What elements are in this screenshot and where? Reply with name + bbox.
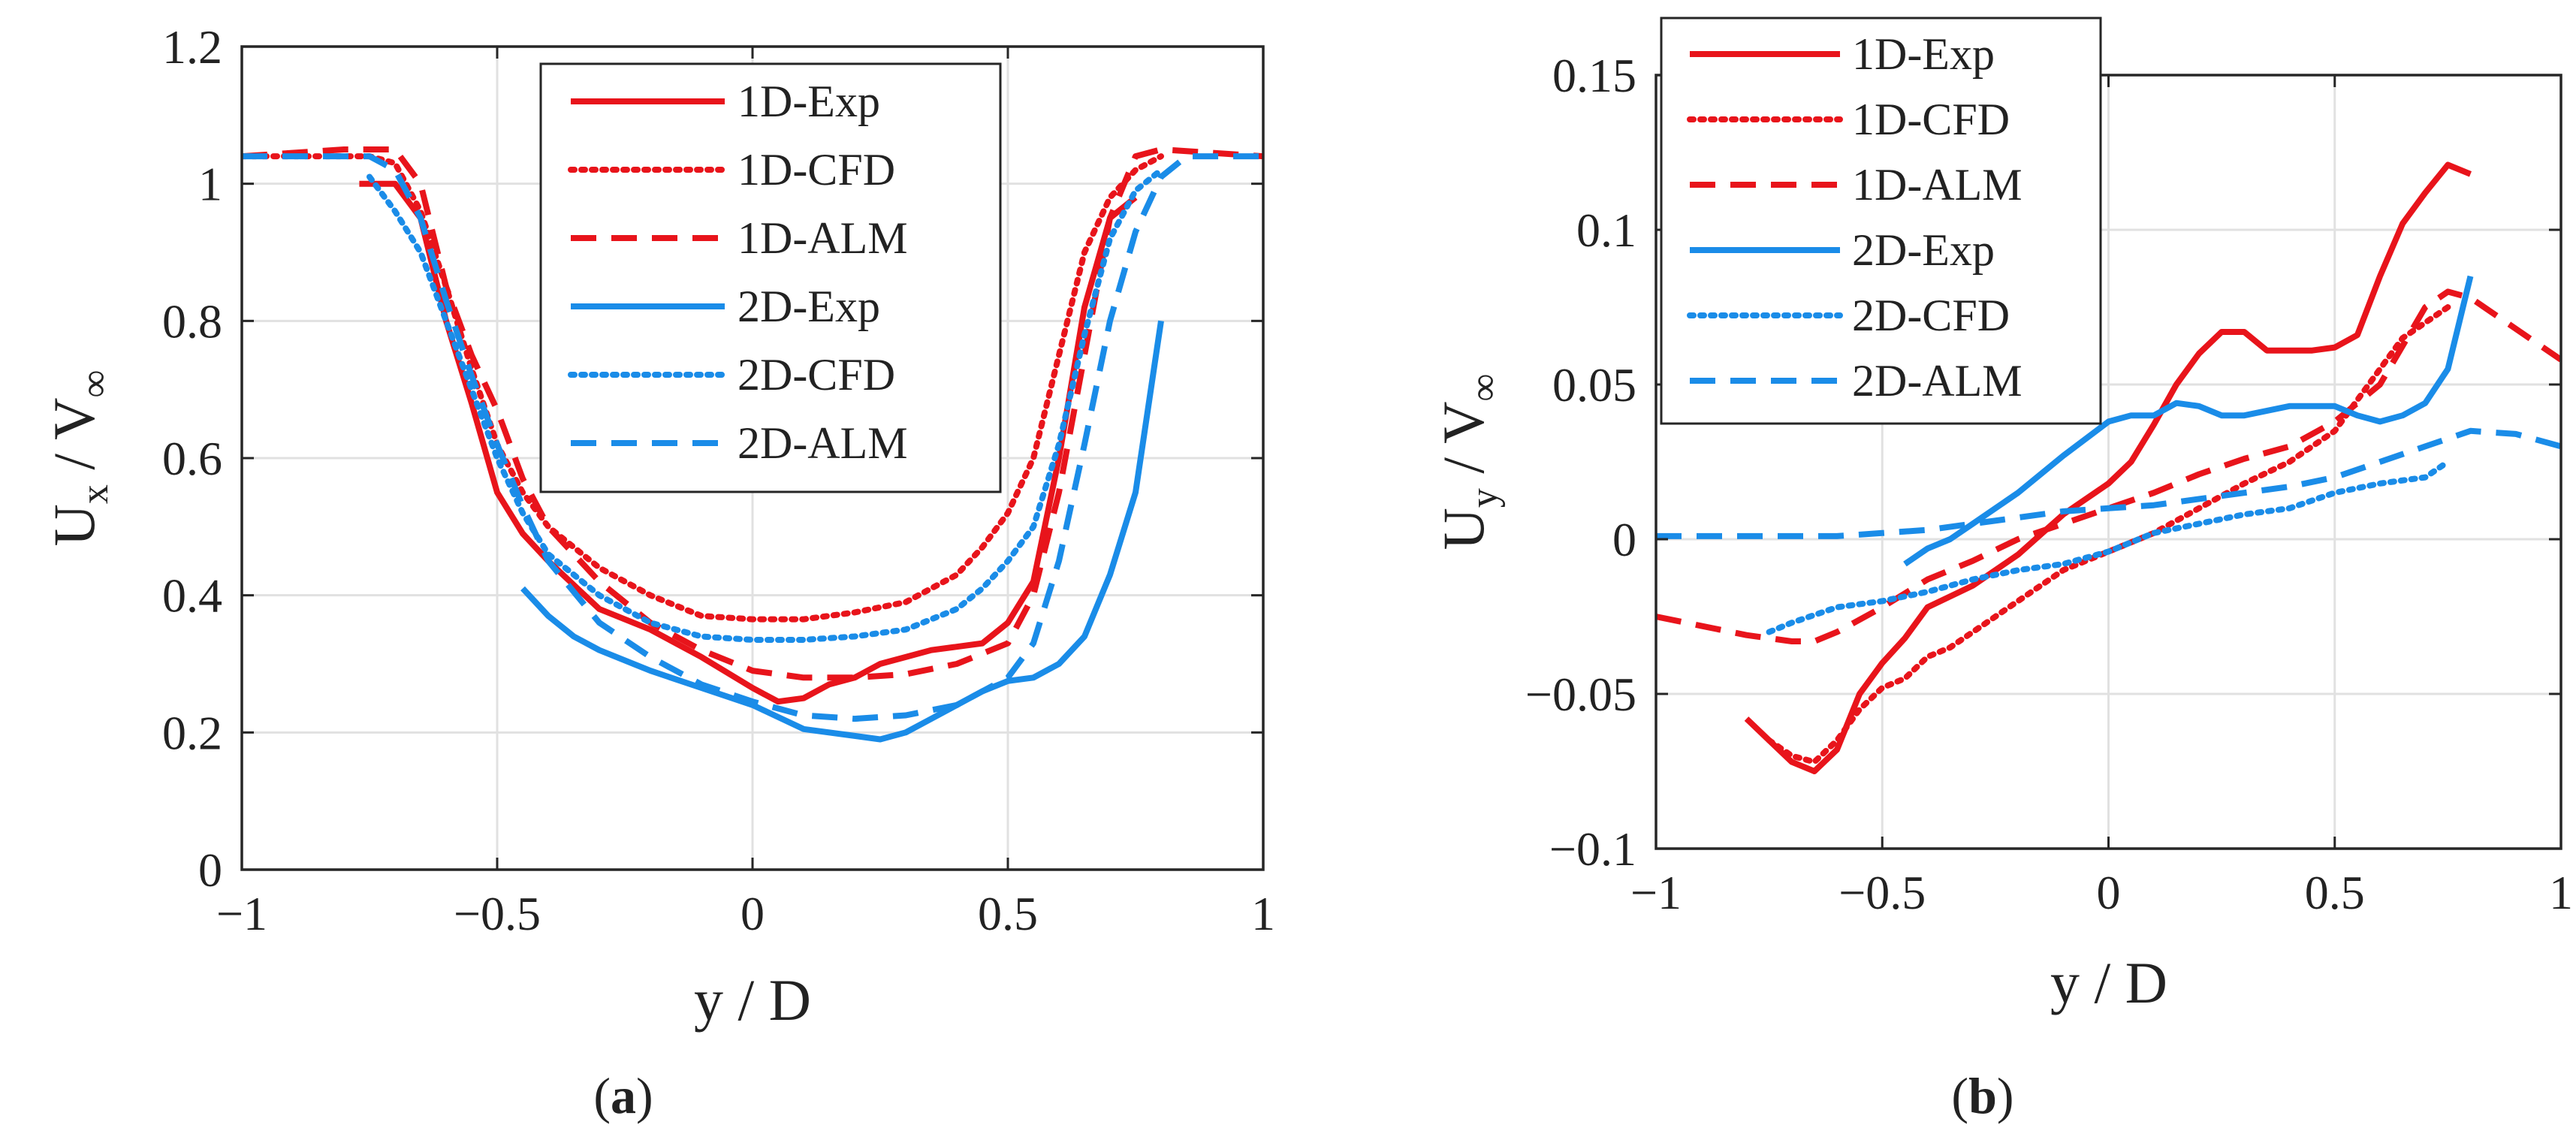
panel-b-xtick-label: −0.5 xyxy=(1838,866,1926,919)
panel-b-ytick-label: 0.15 xyxy=(1552,49,1636,102)
panel-a-xtick-label: 0 xyxy=(741,887,765,940)
panel-b-series-2d-alm xyxy=(1656,427,2561,539)
panel-b-series-1d-exp xyxy=(1744,161,2472,774)
panel-b-legend-label: 1D-CFD xyxy=(1852,95,2010,144)
panel-a-series-1d-cfd xyxy=(242,153,1164,623)
panel-b-legend-label: 2D-CFD xyxy=(1852,291,2010,340)
panel-b-legend-label: 2D-ALM xyxy=(1852,356,2022,406)
panel-a-ytick-label: 0 xyxy=(198,843,222,897)
panel-a-series-2d-exp xyxy=(520,320,1164,743)
panel-b-xtick-label: −1 xyxy=(1630,866,1682,919)
panel-b-yaxis-label: Uy / V∞ xyxy=(1431,373,1506,550)
panel-b-xtick-label: 1 xyxy=(2549,866,2573,919)
panel-b-series-2d-exp xyxy=(1903,275,2474,567)
panel-a-legend-label: 1D-ALM xyxy=(738,213,908,263)
panel-a-xtick-label: 1 xyxy=(1251,887,1275,940)
panel-b-ytick-label: 0.05 xyxy=(1552,358,1636,412)
panel-a-series-2d-cfd xyxy=(366,167,1164,643)
panel-b-xtick-label: 0.5 xyxy=(2305,866,2365,919)
panel-a-ytick-label: 0.4 xyxy=(162,569,222,623)
panel-a-xtick-label: 0.5 xyxy=(978,887,1038,940)
panel-a-ytick-label: 0.6 xyxy=(162,432,222,485)
panel-a-ytick-label: 1.2 xyxy=(162,20,222,74)
panel-b-xaxis-label: y / D xyxy=(2050,950,2167,1015)
panel-b-legend-label: 2D-Exp xyxy=(1852,225,1995,275)
panel-b-legend-label: 1D-ALM xyxy=(1852,160,2022,210)
panel-a-yaxis-label: Ux / V∞ xyxy=(41,369,116,546)
panel-a-legend-label: 1D-CFD xyxy=(738,145,895,195)
panel-a-series-2d-alm xyxy=(242,153,1263,722)
panel-b-legend-box xyxy=(1660,17,2102,425)
panel-b-ytick-label: −0.1 xyxy=(1549,822,1636,876)
panel-b-xtick-label: 0 xyxy=(2097,866,2121,919)
panel-a-series-1d-exp xyxy=(359,180,1138,705)
panel-a-chart: −1 −0.5 0 0.5 1 0 0.2 0.4 0.6 0.8 1 1.2 y / D Ux / V∞… xyxy=(41,20,1275,1033)
panel-b-ytick-label: −0.05 xyxy=(1525,668,1636,721)
panel-b-legend: 1D-Exp 1D-CFD 1D-ALM 2D-Exp 2D-CFD 2D-ALM xyxy=(1660,17,2102,425)
panel-a-legend-label: 2D-Exp xyxy=(738,282,880,331)
panel-a-legend: 1D-Exp 1D-CFD 1D-ALM 2D-Exp 2D-CFD 2D-ALM xyxy=(539,62,1002,493)
panel-b-series-1d-cfd xyxy=(1766,304,2451,765)
panel-a-legend-label: 2D-CFD xyxy=(738,350,895,400)
panel-a-legend-label: 1D-Exp xyxy=(738,77,880,126)
panel-b-ytick-label: 0 xyxy=(1612,513,1636,566)
panel-b-legend-label: 1D-Exp xyxy=(1852,29,1995,79)
panel-a-legend-label: 2D-ALM xyxy=(738,418,908,468)
panel-a-ytick-label: 0.8 xyxy=(162,294,222,348)
panel-b-series-2d-cfd xyxy=(1766,459,2451,635)
panel-a-ytick-label: 0.2 xyxy=(162,706,222,759)
panel-a-ytick-label: 1 xyxy=(198,158,222,211)
panel-a-xaxis-label: y / D xyxy=(694,967,811,1033)
caption-b: (b) xyxy=(1951,1067,2013,1124)
panel-a-xtick-label: −0.5 xyxy=(454,887,541,940)
caption-a: (a) xyxy=(593,1067,653,1124)
panel-a-legend-box xyxy=(539,62,1002,493)
panel-a-series-1d-alm xyxy=(242,146,1263,681)
panel-b-ytick-label: 0.1 xyxy=(1576,204,1636,257)
panel-b-chart: −1 −0.5 0 0.5 1 −0.1 −0.05 0 0.05 0.1 0.15 y / D Uy … xyxy=(1431,17,2573,1015)
panel-a-xtick-label: −1 xyxy=(216,887,267,940)
